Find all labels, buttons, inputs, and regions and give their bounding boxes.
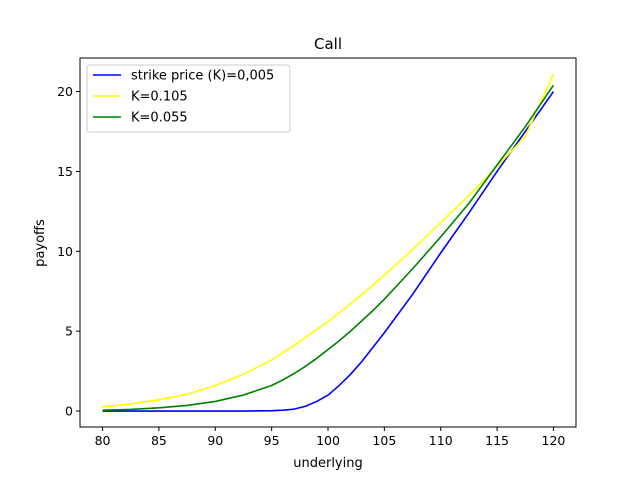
x-tick-label: 110 — [429, 433, 453, 448]
legend-box — [86, 64, 291, 133]
y-tick-label: 5 — [65, 324, 73, 339]
y-axis-label: payoffs — [33, 219, 48, 267]
x-tick-label: 80 — [95, 433, 111, 448]
series-line-1 — [102, 91, 555, 412]
legend-label-2: K=0.105 — [131, 90, 188, 105]
series-line-2 — [102, 73, 555, 408]
chart-title: Call — [314, 35, 342, 53]
legend-label-1: strike price (K)=0,005 — [131, 69, 274, 84]
series-line-3 — [102, 84, 555, 412]
x-tick-label: 115 — [485, 433, 509, 448]
x-tick-label: 85 — [151, 433, 167, 448]
x-axis-label: underlying — [293, 456, 362, 471]
y-tick-label: 0 — [65, 404, 73, 419]
x-tick-label: 90 — [207, 433, 223, 448]
legend: strike price (K)=0,005 K=0.105 K=0.055 — [86, 64, 291, 133]
y-tick-label: 20 — [57, 84, 73, 99]
y-tick-label: 15 — [57, 164, 73, 179]
x-tick-label: 120 — [542, 433, 566, 448]
x-tick-label: 95 — [264, 433, 280, 448]
y-tick-label: 10 — [57, 244, 73, 259]
x-tick-label: 100 — [316, 433, 340, 448]
legend-label-3: K=0.055 — [131, 111, 188, 126]
x-tick-label: 105 — [372, 433, 396, 448]
